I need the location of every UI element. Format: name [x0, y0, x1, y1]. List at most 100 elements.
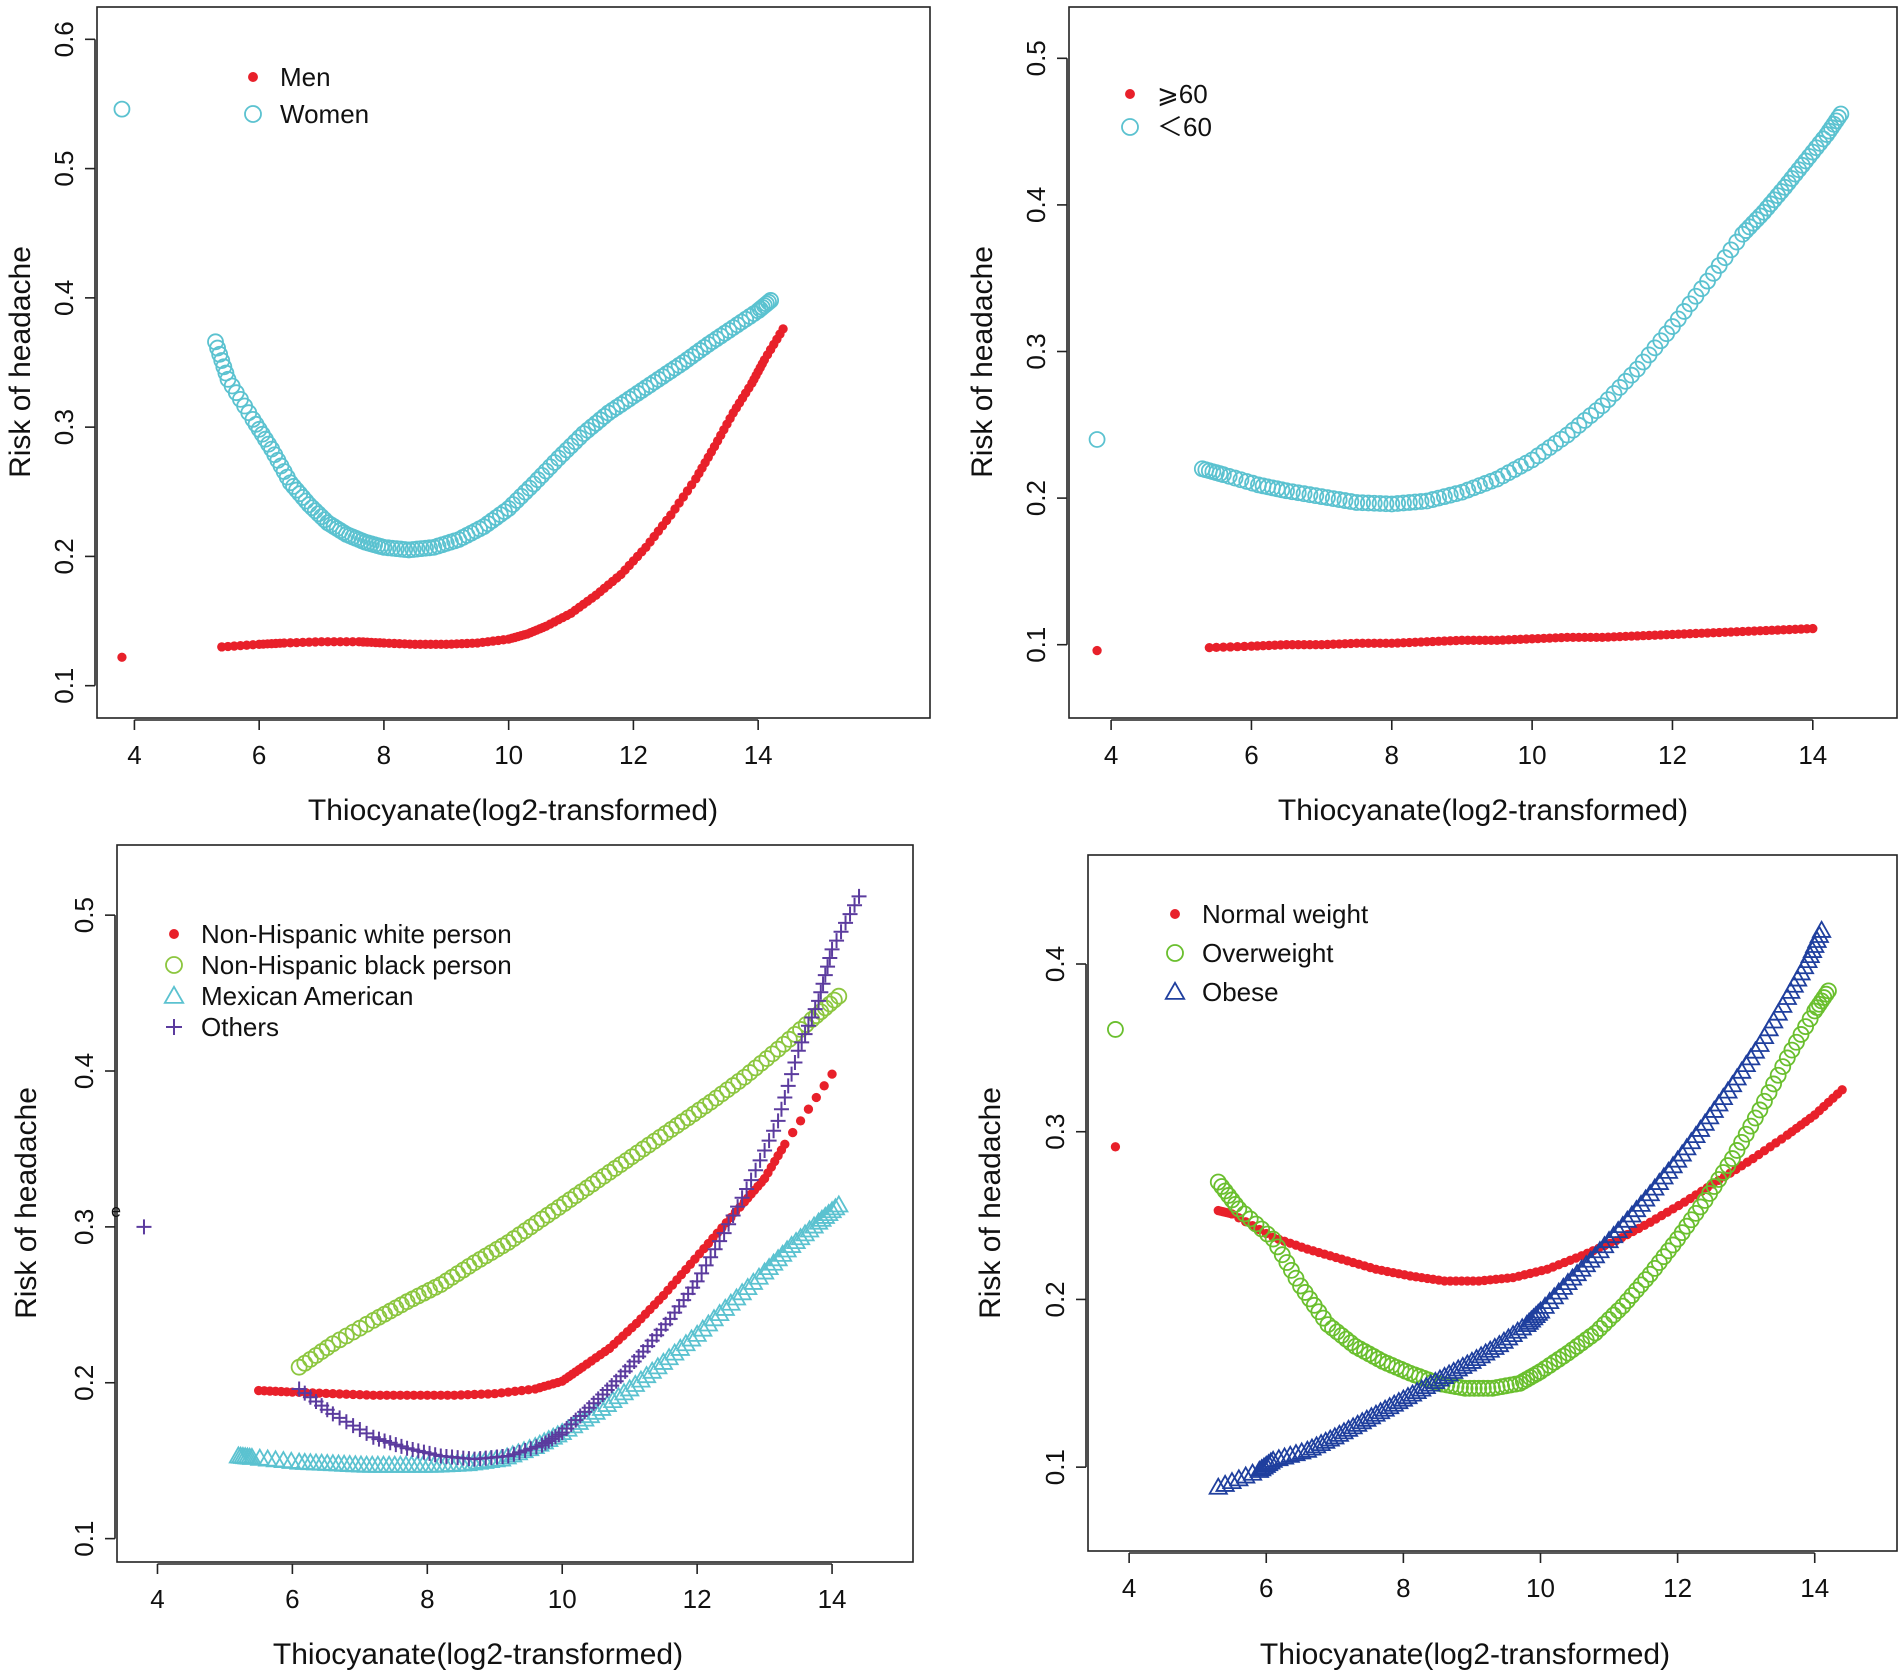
data-point — [762, 292, 780, 309]
y-tick-label: 0.3 — [69, 1209, 99, 1245]
data-point — [415, 1390, 426, 1400]
data-point — [1742, 1117, 1760, 1135]
data-point — [1406, 493, 1424, 511]
data-point — [713, 1085, 731, 1103]
data-point — [741, 1064, 759, 1081]
data-point — [818, 1203, 839, 1222]
data-point — [449, 1390, 459, 1400]
plot-frame — [1068, 6, 1898, 719]
data-point — [1530, 1300, 1551, 1319]
data-point — [1225, 642, 1236, 652]
data-point — [332, 1410, 348, 1426]
data-point — [825, 991, 843, 1009]
data-point — [780, 1030, 798, 1048]
data-point — [306, 502, 324, 520]
data-point — [1383, 495, 1401, 513]
legend-marker — [1125, 89, 1135, 99]
y-axis-title: Risk of headache — [974, 1087, 1007, 1319]
data-point — [1774, 1058, 1792, 1075]
chart-panel-top-right: 4 6 8 10 12 14 0.1 0.2 0.3 0.4 0.5 ⩾60＜60 Thiocya… — [966, 6, 1898, 827]
data-point — [517, 1385, 527, 1396]
data-point — [1596, 1315, 1613, 1333]
data-point — [1541, 1357, 1559, 1374]
legend-marker — [1164, 980, 1186, 1000]
data-point — [1348, 494, 1366, 511]
data-point — [748, 1162, 764, 1178]
data-point — [1641, 1265, 1659, 1283]
data-point — [726, 1287, 747, 1306]
y-tick-label: 0.5 — [49, 151, 79, 187]
data-point — [338, 1414, 354, 1430]
data-point — [1626, 1199, 1647, 1218]
data-point — [1664, 1236, 1682, 1254]
y-tick-label: 0.5 — [69, 897, 99, 933]
data-point — [604, 401, 622, 419]
x-tick-label: 4 — [1122, 1573, 1136, 1603]
data-point — [692, 1318, 713, 1337]
data-point — [456, 1390, 466, 1400]
data-point — [645, 373, 663, 391]
data-point — [654, 368, 671, 385]
data-point — [1646, 1260, 1664, 1277]
data-point — [355, 1390, 365, 1400]
y-tick-label: 0.1 — [1021, 627, 1051, 663]
data-point — [136, 1219, 152, 1235]
data-point — [1724, 1150, 1741, 1167]
data-point — [719, 1081, 736, 1099]
data-point — [1557, 1272, 1579, 1291]
data-point — [1593, 397, 1611, 415]
data-point — [1536, 1360, 1554, 1377]
data-point — [625, 387, 642, 405]
data-point — [763, 1252, 784, 1271]
data-point — [348, 1389, 358, 1400]
x-axis: 4 6 8 10 12 14 — [1104, 719, 1827, 770]
data-point — [1306, 1435, 1327, 1454]
data-point — [1598, 1230, 1620, 1249]
y-tick-label: 0.6 — [49, 21, 79, 57]
data-point — [1330, 491, 1348, 508]
data-point — [1301, 1437, 1323, 1456]
data-point — [1644, 1177, 1665, 1196]
x-tick-label: 4 — [150, 1584, 164, 1614]
data-point — [1232, 642, 1243, 652]
data-point — [770, 1113, 786, 1129]
data-point — [475, 518, 493, 536]
data-point — [1532, 1363, 1549, 1380]
data-point — [721, 1216, 737, 1232]
data-point — [670, 1338, 691, 1356]
data-point — [1474, 1379, 1492, 1397]
data-point — [747, 1059, 764, 1077]
legend-marker — [163, 984, 185, 1004]
data-point — [1760, 1084, 1778, 1101]
data-point — [1258, 1453, 1279, 1472]
data-point — [1621, 1204, 1643, 1223]
data-point — [842, 906, 858, 922]
data-point — [633, 382, 651, 399]
data-point — [1239, 641, 1250, 652]
data-point — [772, 1243, 793, 1262]
data-point — [811, 1208, 833, 1227]
data-point — [1297, 1439, 1318, 1458]
data-point — [510, 1386, 520, 1396]
data-point — [788, 1127, 798, 1138]
data-point — [1208, 1476, 1229, 1495]
legend-marker — [244, 105, 262, 123]
legend-label: Non-Hispanic black person — [201, 950, 512, 980]
data-point — [1571, 1258, 1592, 1277]
legend-marker — [248, 72, 258, 82]
data-point — [824, 941, 840, 957]
y-axis: 0.1 0.2 0.3 0.4 0.5 — [69, 897, 116, 1557]
data-point — [1470, 1379, 1488, 1397]
plot-frame — [116, 844, 914, 1563]
data-point — [666, 359, 684, 377]
data-point — [1461, 1379, 1479, 1397]
x-axis-title: Thiocyanate(log2-transformed) — [1278, 794, 1688, 827]
data-point — [1830, 109, 1847, 126]
data-point — [1228, 1468, 1250, 1487]
data-point — [490, 1389, 500, 1399]
legend-label: ⩾60 — [1157, 79, 1208, 109]
data-point — [695, 339, 713, 356]
data-point — [1594, 1235, 1615, 1254]
x-axis: 4 6 8 10 12 14 — [127, 719, 773, 770]
